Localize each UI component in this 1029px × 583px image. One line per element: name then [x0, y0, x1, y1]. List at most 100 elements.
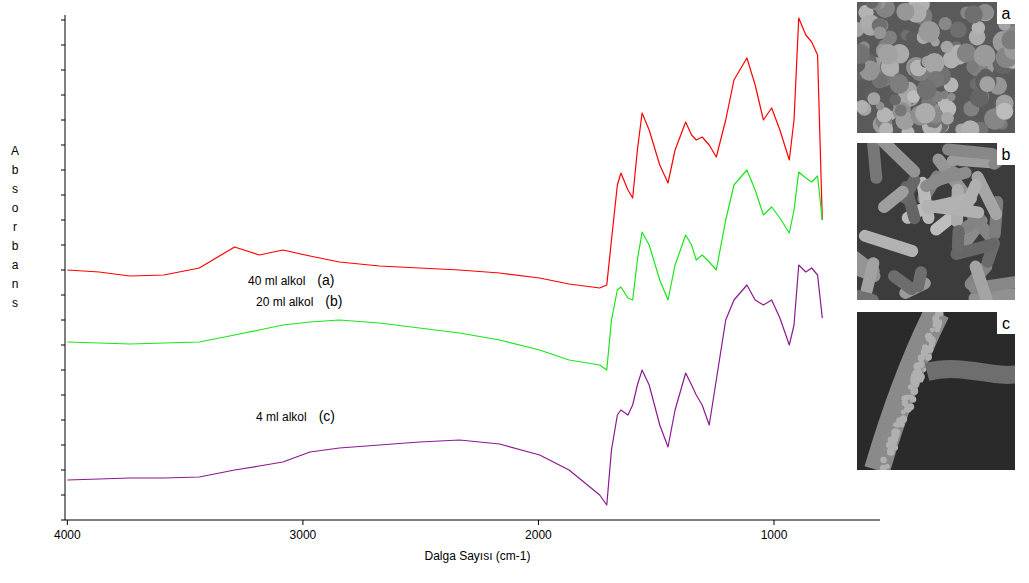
y-tick [61, 20, 65, 21]
y-tick [61, 70, 65, 71]
sem-fiber [927, 369, 1015, 375]
sem-background [857, 312, 1015, 470]
sem-grain [915, 103, 935, 123]
sem-grain [1001, 30, 1015, 49]
y-tick [61, 45, 65, 46]
sem-grain [979, 76, 995, 92]
sem-grain [878, 44, 898, 64]
sem-image [857, 2, 1015, 133]
y-tick [61, 420, 65, 421]
sem-grain [860, 17, 872, 29]
series-letter: (c) [319, 408, 335, 424]
x-tick [774, 520, 775, 525]
y-tick [61, 270, 65, 271]
sem-grain [902, 401, 907, 406]
sem-image [857, 312, 1015, 470]
sem-grain [900, 422, 905, 427]
sem-grain [930, 328, 934, 332]
x-axis-title: Dalga Sayısı (cm-1) [424, 549, 530, 563]
sem-grain [925, 354, 932, 361]
y-axis-title: Absorbans [11, 144, 19, 310]
sem-grain [947, 93, 955, 101]
series-letter: (a) [317, 272, 334, 288]
sem-rod [865, 143, 883, 184]
x-axis [65, 520, 880, 521]
y-tick [61, 470, 65, 471]
y-tick [61, 495, 65, 496]
panel-letter-patch [997, 143, 1015, 165]
sem-image [857, 143, 1015, 300]
y-axis-title-letter: b [12, 239, 19, 253]
sem-rod [952, 225, 965, 254]
sem-rod [958, 177, 984, 216]
sem-grain [857, 100, 869, 113]
sem-grain [901, 410, 906, 415]
sem-grain [857, 44, 870, 64]
y-axis-title-letter: b [12, 163, 19, 177]
y-tick [61, 245, 65, 246]
sem-grain [961, 120, 979, 133]
x-tick-label: 3000 [290, 528, 317, 542]
sem-grain [928, 349, 932, 353]
sem-grain [911, 388, 918, 395]
sem-grain [893, 423, 897, 427]
sem-rod [918, 164, 962, 194]
series-letter: (b) [325, 293, 342, 309]
sem-grain [926, 127, 935, 133]
spectrum-line [67, 18, 822, 288]
x-tick-label: 1000 [761, 528, 788, 542]
sem-grain [896, 3, 914, 21]
y-tick [61, 95, 65, 96]
sem-rod [876, 183, 912, 215]
panel-letter: b [1002, 146, 1011, 163]
spectrum-line [67, 265, 822, 505]
spectrum-line [67, 170, 822, 370]
sem-grain [918, 21, 939, 42]
x-tick-label: 4000 [54, 528, 81, 542]
sem-grain [922, 368, 926, 372]
sem-grain [902, 400, 909, 407]
sem-grain [924, 53, 944, 73]
series-label: 4 ml alkol [256, 410, 307, 424]
sem-grain [941, 41, 953, 53]
y-tick [61, 170, 65, 171]
sem-grain [964, 5, 982, 23]
sem-fiber [877, 312, 937, 470]
y-axis [65, 15, 66, 520]
chart: 4000300020001000Dalga Sayısı (cm-1)Absor… [0, 0, 1029, 583]
panel-letter-patch [997, 312, 1015, 334]
x-tick [67, 520, 68, 525]
sem-rod [857, 287, 880, 300]
sem-grain [936, 319, 943, 326]
y-axis-title-letter: a [12, 258, 19, 272]
sem-grain [889, 94, 901, 106]
y-tick [61, 320, 65, 321]
y-axis-title-letter: A [11, 144, 19, 158]
y-tick [61, 520, 65, 521]
series-label: 20 ml alkol [256, 295, 313, 309]
x-tick [302, 520, 303, 525]
sem-grain [938, 312, 943, 316]
sem-grain [975, 70, 996, 91]
sem-grain [917, 80, 937, 100]
panel-letter: a [1002, 5, 1011, 22]
y-tick [61, 145, 65, 146]
y-axis-title-letter: s [12, 296, 18, 310]
y-tick [61, 345, 65, 346]
sem-grain [909, 395, 914, 400]
sem-grain [890, 74, 909, 93]
y-tick [61, 220, 65, 221]
y-axis-title-letter: s [12, 182, 18, 196]
sem-grain [865, 2, 878, 9]
sem-rod [857, 228, 919, 258]
y-tick [61, 370, 65, 371]
sem-grain [912, 375, 919, 382]
sem-grain [919, 358, 924, 363]
x-tick [538, 520, 539, 525]
sem-background [857, 2, 1015, 133]
y-axis-title-letter: o [12, 201, 19, 215]
sem-grain [896, 417, 902, 423]
sem-grain [880, 457, 887, 464]
sem-grain [895, 105, 907, 117]
y-tick [61, 445, 65, 446]
